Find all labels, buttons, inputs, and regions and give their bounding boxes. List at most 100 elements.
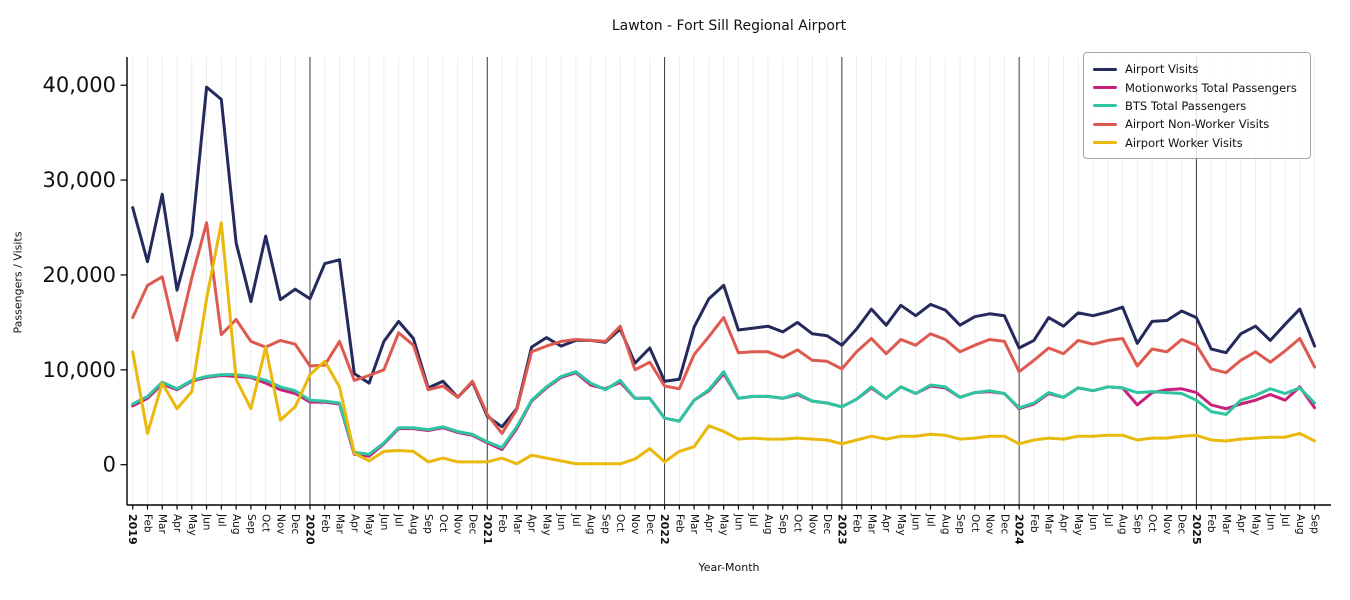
legend-line-swatch bbox=[1093, 104, 1117, 108]
x-tick-label: Apr bbox=[880, 514, 892, 533]
x-tick-label: Oct bbox=[260, 514, 272, 532]
x-tick-label: Dec bbox=[644, 514, 656, 535]
x-tick-label: Feb bbox=[851, 514, 863, 533]
x-tick-label: Jul bbox=[393, 513, 405, 527]
x-tick-label: Dec bbox=[1176, 514, 1188, 535]
x-tick-label: 2022 bbox=[658, 514, 671, 545]
series-line-bts-total-passengers bbox=[131, 370, 1317, 456]
x-tick-label: Sep bbox=[1131, 514, 1143, 534]
x-tick-label: Mar bbox=[334, 514, 346, 534]
y-tick-label: 20,000 bbox=[43, 263, 116, 287]
x-tick-label: Dec bbox=[998, 514, 1010, 535]
x-tick-label: Oct bbox=[437, 514, 449, 532]
x-tick-label: Aug bbox=[1117, 514, 1129, 535]
x-tick-label: Jul bbox=[924, 513, 936, 527]
legend-item-airport-worker-visits: Airport Worker Visits bbox=[1093, 134, 1301, 152]
x-tick-label: Aug bbox=[585, 514, 597, 535]
x-tick-label: May bbox=[540, 514, 552, 536]
legend-item-bts-total-passengers: BTS Total Passengers bbox=[1093, 97, 1301, 115]
x-tick-label: Jun bbox=[1264, 513, 1276, 530]
x-tick-label: Aug bbox=[1294, 514, 1306, 535]
x-tick-label: Apr bbox=[171, 514, 183, 533]
x-tick-label: Nov bbox=[1161, 514, 1173, 535]
x-tick-label: Sep bbox=[1309, 514, 1321, 534]
x-tick-label: 2019 bbox=[126, 514, 139, 545]
x-tick-label: Apr bbox=[1057, 514, 1069, 533]
x-tick-label: Feb bbox=[319, 514, 331, 533]
x-tick-label: Apr bbox=[703, 514, 715, 533]
x-tick-label: Mar bbox=[688, 514, 700, 534]
x-tick-label: Jun bbox=[1087, 513, 1099, 530]
x-tick-label: Aug bbox=[407, 514, 419, 535]
chart-title: Lawton - Fort Sill Regional Airport bbox=[611, 18, 847, 34]
legend-label: Motionworks Total Passengers bbox=[1125, 80, 1297, 95]
x-tick-label: Jun bbox=[555, 513, 567, 530]
x-axis-title: Year-Month bbox=[698, 561, 760, 574]
x-tick-label: May bbox=[1072, 514, 1084, 536]
x-tick-label: 2024 bbox=[1013, 514, 1026, 545]
y-tick-label: 10,000 bbox=[43, 358, 116, 382]
x-tick-label: Jun bbox=[732, 513, 744, 530]
x-tick-label: Feb bbox=[1205, 514, 1217, 533]
legend-label: Airport Worker Visits bbox=[1125, 135, 1243, 150]
x-tick-label: Aug bbox=[939, 514, 951, 535]
series-line-airport-worker-visits bbox=[131, 221, 1317, 466]
y-tick-label: 0 bbox=[103, 453, 116, 477]
legend-line-swatch bbox=[1093, 141, 1117, 145]
legend-line-swatch bbox=[1093, 86, 1117, 90]
x-tick-label: Mar bbox=[511, 514, 523, 534]
x-tick-label: Jul bbox=[747, 513, 759, 527]
legend-label: Airport Non-Worker Visits bbox=[1125, 117, 1270, 132]
legend-item-airport-visits: Airport Visits bbox=[1093, 60, 1301, 78]
x-tick-label: Apr bbox=[348, 514, 360, 533]
x-tick-label: Sep bbox=[777, 514, 789, 534]
x-tick-label: Jul bbox=[1102, 513, 1114, 527]
x-tick-label: Oct bbox=[614, 514, 626, 532]
x-tick-label: Dec bbox=[821, 514, 833, 535]
x-tick-label: Jun bbox=[201, 513, 213, 530]
legend-line-swatch bbox=[1093, 122, 1117, 126]
x-tick-label: Feb bbox=[673, 514, 685, 533]
x-tick-label: May bbox=[1250, 514, 1262, 536]
x-tick-label: Sep bbox=[422, 514, 434, 534]
legend-item-airport-non-worker-visits: Airport Non-Worker Visits bbox=[1093, 115, 1301, 133]
x-tick-label: Feb bbox=[496, 514, 508, 533]
x-tick-label: 2020 bbox=[303, 514, 316, 545]
x-tick-label: Jul bbox=[1279, 513, 1291, 527]
x-tick-label: Jun bbox=[910, 513, 922, 530]
x-tick-label: Sep bbox=[954, 514, 966, 534]
x-tick-label: Nov bbox=[806, 514, 818, 535]
chart-legend: Airport Visits Motionworks Total Passenge… bbox=[1083, 52, 1311, 159]
x-tick-label: Dec bbox=[289, 514, 301, 535]
x-tick-label: Apr bbox=[1235, 514, 1247, 533]
legend-label: Airport Visits bbox=[1125, 62, 1199, 77]
x-tick-label: Nov bbox=[274, 514, 286, 535]
x-tick-label: May bbox=[895, 514, 907, 536]
legend-item-motionworks-total-passengers: Motionworks Total Passengers bbox=[1093, 78, 1301, 96]
legend-line-swatch bbox=[1093, 67, 1117, 71]
x-tick-label: Nov bbox=[984, 514, 996, 535]
x-tick-label: Jul bbox=[570, 513, 582, 527]
x-tick-label: Sep bbox=[599, 514, 611, 534]
series-line-airport-visits bbox=[131, 85, 1317, 429]
x-tick-label: Mar bbox=[865, 514, 877, 534]
x-tick-label: May bbox=[363, 514, 375, 536]
y-tick-label: 30,000 bbox=[43, 168, 116, 192]
x-tick-label: 2023 bbox=[835, 514, 848, 545]
x-tick-label: 2025 bbox=[1190, 514, 1203, 545]
x-tick-label: Oct bbox=[792, 514, 804, 532]
x-tick-label: Oct bbox=[1146, 514, 1158, 532]
x-tick-label: Sep bbox=[245, 514, 257, 534]
x-tick-label: Jun bbox=[378, 513, 390, 530]
x-tick-label: Dec bbox=[467, 514, 479, 535]
y-tick-label: 40,000 bbox=[43, 73, 116, 97]
x-tick-label: Nov bbox=[629, 514, 641, 535]
x-tick-label: May bbox=[718, 514, 730, 536]
x-tick-label: Jul bbox=[215, 513, 227, 527]
x-tick-label: Feb bbox=[141, 514, 153, 533]
y-axis-title: Passengers / Visits bbox=[11, 231, 25, 334]
x-tick-label: Mar bbox=[1220, 514, 1232, 534]
legend-label: BTS Total Passengers bbox=[1125, 98, 1247, 113]
series-line-airport-non-worker-visits bbox=[131, 221, 1317, 435]
